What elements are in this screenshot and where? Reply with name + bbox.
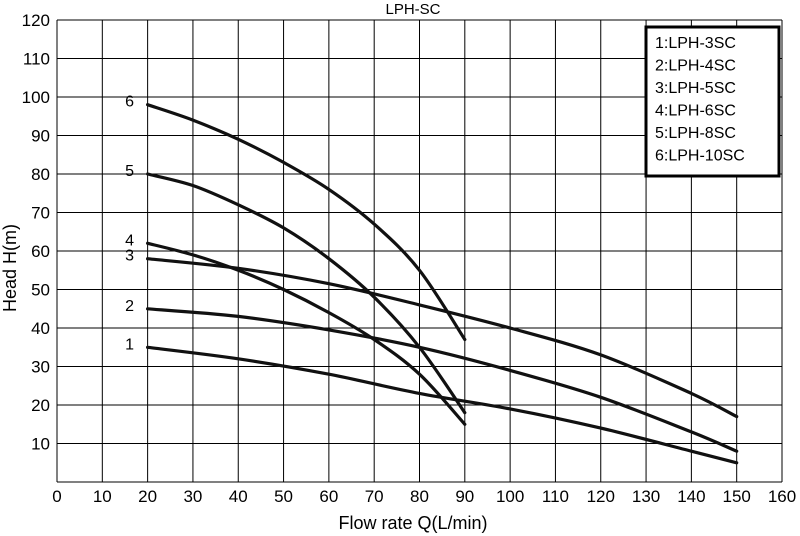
x-tick-label: 60 [319, 487, 338, 506]
y-tick-label: 110 [23, 50, 50, 69]
x-axis-title: Flow rate Q(L/min) [338, 513, 487, 533]
series-4-label: 4 [125, 232, 134, 249]
series-5-curve [146, 172, 467, 415]
y-tick-label: 40 [31, 319, 50, 338]
legend-entry: 6:LPH-10SC [655, 148, 745, 165]
x-tick-label: 30 [183, 487, 202, 506]
series-2-curve [146, 307, 739, 453]
series-3-label: 3 [125, 248, 134, 265]
series-2-label: 2 [125, 298, 134, 315]
legend-entry: 1:LPH-3SC [655, 35, 736, 52]
x-tick-label: 150 [723, 487, 751, 506]
y-tick-label: 70 [31, 204, 50, 223]
y-tick-label: 10 [31, 435, 50, 454]
series-5-label: 5 [125, 163, 134, 180]
legend-entry: 2:LPH-4SC [655, 58, 736, 75]
y-tick-label: 80 [31, 165, 50, 184]
series-3-curve [146, 257, 739, 419]
x-tick-label: 20 [138, 487, 157, 506]
legend-box [644, 25, 781, 178]
x-tick-label: 50 [274, 487, 293, 506]
x-tick-label: 110 [542, 487, 569, 506]
legend-entry: 5:LPH-8SC [655, 125, 736, 142]
x-tick-label: 100 [496, 487, 524, 506]
y-axis-title: Head H(m) [0, 224, 20, 312]
x-tick-label: 40 [229, 487, 248, 506]
legend: 1:LPH-3SC 2:LPH-4SC 3:LPH-5SC 4:LPH-6SC 5:LP… [644, 25, 781, 178]
series-4-curve [146, 241, 467, 426]
x-tick-label: 90 [455, 487, 474, 506]
x-tick-label: 120 [587, 487, 615, 506]
x-tick-label: 130 [632, 487, 660, 506]
series-labels: 1 2 34 5 6 [125, 94, 134, 354]
x-tick-label: 80 [410, 487, 429, 506]
y-tick-label: 20 [31, 396, 50, 415]
x-tick-label: 160 [768, 487, 796, 506]
series-6-label: 6 [125, 94, 134, 111]
y-tick-label: 90 [31, 127, 50, 146]
x-tick-label: 70 [365, 487, 384, 506]
x-tick-label: 0 [52, 487, 61, 506]
y-tick-label: 120 [22, 11, 50, 30]
x-tick-labels: 0 10 20 30 40 50 60 70 80 90 100 110 120 130 140 150 160 [52, 487, 796, 506]
series-1-label: 1 [125, 336, 134, 353]
y-tick-label: 50 [31, 281, 50, 300]
chart-title: LPH-SC [385, 1, 440, 18]
y-tick-label: 30 [31, 358, 50, 377]
series-6-curve [146, 103, 467, 342]
x-tick-label: 140 [677, 487, 705, 506]
y-tick-label: 100 [22, 88, 50, 107]
legend-entry: 3:LPH-5SC [655, 80, 736, 97]
legend-entry: 4:LPH-6SC [655, 103, 736, 120]
y-tick-labels: 10 20 30 40 50 60 70 80 90 100 110 120 [22, 11, 50, 454]
x-tick-label: 10 [93, 487, 112, 506]
series-curves [146, 103, 739, 465]
y-tick-label: 60 [31, 242, 50, 261]
